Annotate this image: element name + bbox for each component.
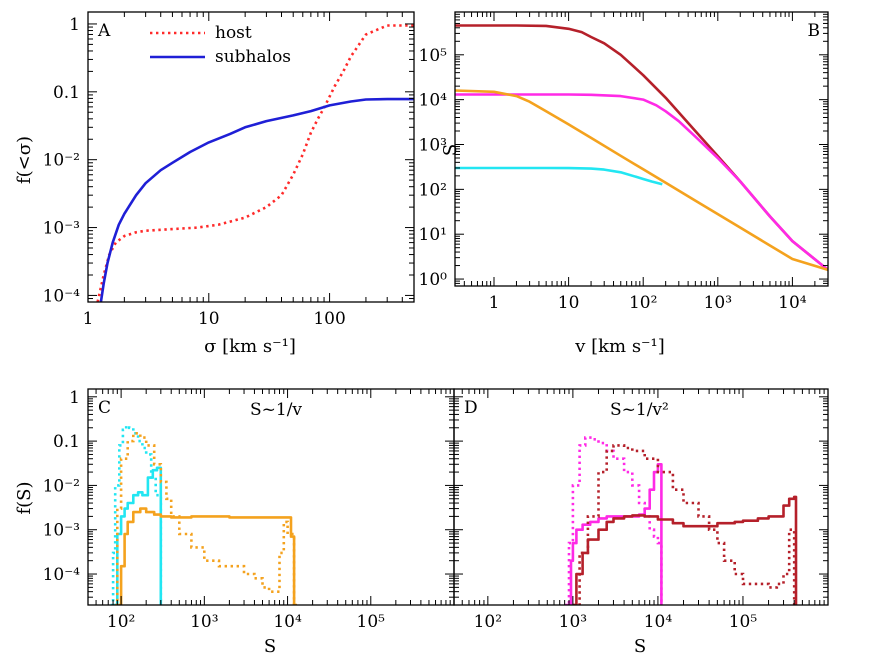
y-tick-label: 0.1 [53, 83, 80, 103]
panel-b: 1 10 10² 10³ 10⁴ 10⁰ 10¹ 10² 10³ 10⁴ 10⁵ v [km s⁻¹]… [419, 11, 829, 357]
panel-label: C [98, 398, 111, 418]
y-tick-label: 10⁻⁴ [43, 286, 81, 306]
x-tick-label: 10 [558, 293, 580, 313]
x-axis-label: σ [km s⁻¹] [204, 336, 296, 357]
series-line-d-3 [572, 495, 798, 605]
series-line-b-2 [455, 89, 828, 272]
y-tick-label: 10³ [419, 136, 447, 156]
x-tick-label: 10³ [704, 293, 732, 313]
series-line-b-3 [455, 166, 663, 186]
x-tick-label: 10² [629, 293, 657, 313]
y-axis-label: S [440, 144, 461, 156]
legend-label: subhalos [215, 47, 291, 67]
series-line-c-2 [115, 432, 296, 605]
series-line-a-0 [96, 24, 414, 302]
x-tick-label: 1 [489, 293, 500, 313]
plot-frame [453, 388, 829, 606]
y-tick-label: 10⁻³ [43, 521, 80, 541]
x-tick-label: 10 [198, 309, 220, 329]
panel-annotation: S~1/v [250, 400, 302, 420]
y-tick-label: 10⁻³ [43, 219, 80, 239]
x-tick-label: 10⁵ [729, 612, 758, 632]
series-line-d-1 [566, 463, 663, 605]
series-line-c-3 [117, 507, 297, 605]
x-tick-label: 10⁴ [778, 293, 807, 313]
series-line-a-1 [99, 97, 414, 302]
y-tick-label: 1 [69, 388, 80, 408]
panel-label: D [464, 398, 478, 418]
panel-a: 1 10 100 10⁻⁴ 10⁻³ 10⁻² 0.1 1 σ [km s⁻¹] f(<σ) A ho… [14, 11, 415, 357]
y-tick-label: 10² [419, 180, 447, 200]
x-tick-label: 10³ [190, 612, 218, 632]
y-tick-label: 10⁻² [43, 151, 80, 171]
plot-frame [454, 11, 829, 287]
panel-annotation: S~1/v² [610, 400, 669, 420]
x-tick-label: 10³ [559, 612, 587, 632]
x-tick-label: 1 [83, 309, 94, 329]
y-axis-label: f(S) [14, 481, 35, 514]
y-tick-label: 10⁵ [419, 46, 448, 66]
panel-d: 10² 10³ 10⁴ 10⁵ S D S~1/v² [453, 388, 829, 657]
y-tick-label: 10⁰ [419, 270, 448, 290]
y-tick-label: 0.1 [53, 432, 80, 452]
x-tick-label: 10⁵ [357, 612, 386, 632]
y-tick-label: 1 [69, 15, 80, 35]
y-tick-label: 10⁴ [419, 91, 448, 111]
x-axis-label: S [264, 636, 276, 657]
y-tick-label: 10⁻⁴ [43, 565, 81, 585]
y-axis-label: f(<σ) [14, 136, 35, 184]
y-tick-label: 10¹ [419, 225, 447, 245]
x-tick-label: 10² [107, 612, 135, 632]
series-line-c-1 [113, 466, 163, 605]
x-axis-label: S [634, 636, 646, 657]
plot-frame [87, 388, 455, 606]
plot-frame [87, 11, 415, 303]
legend-label: host [215, 23, 252, 43]
series-line-b-1 [455, 93, 828, 271]
x-tick-label: 100 [313, 309, 345, 329]
panel-c: 10² 10³ 10⁴ 10⁵ 10⁻⁴ 10⁻³ 10⁻² 0.1 1 Sf(S) C S~1/v [14, 388, 455, 657]
y-tick-label: 10⁻² [43, 476, 80, 496]
x-tick-label: 10⁴ [644, 612, 673, 632]
x-axis-label: v [km s⁻¹] [574, 336, 665, 357]
panel-label: B [808, 21, 821, 41]
x-tick-label: 10² [474, 612, 502, 632]
x-tick-label: 10⁴ [273, 612, 302, 632]
panel-label: A [97, 21, 111, 41]
series-line-b-0 [455, 24, 828, 271]
